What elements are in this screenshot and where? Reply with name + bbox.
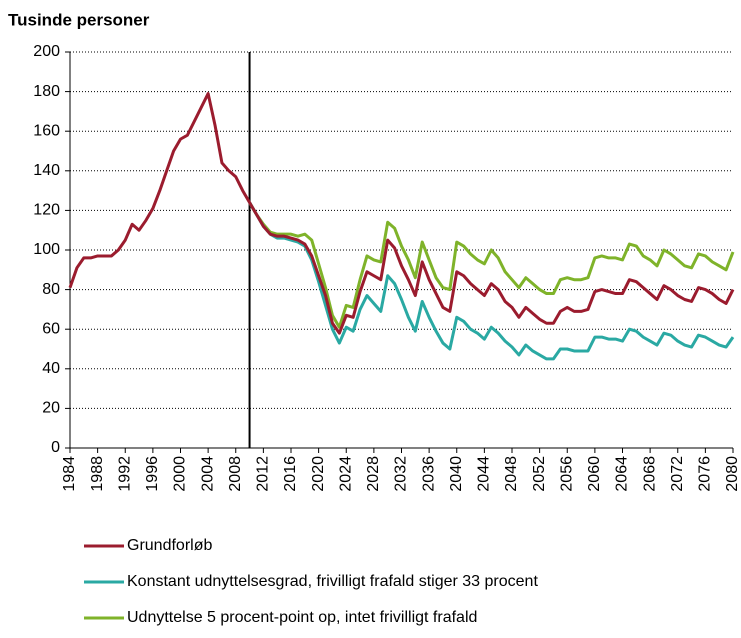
y-tick-label: 100 — [33, 241, 60, 258]
x-tick-label: 2044 — [476, 456, 493, 492]
x-tick-label: 2056 — [558, 456, 575, 492]
y-tick-label: 0 — [51, 439, 60, 456]
y-tick-label: 160 — [33, 122, 60, 139]
legend-label: Grundforløb — [127, 537, 212, 554]
x-tick-label: 2072 — [669, 456, 686, 492]
series-line — [248, 201, 735, 361]
x-tick-label: 2028 — [365, 456, 382, 492]
x-tick-label: 2020 — [310, 456, 327, 492]
y-tick-label: 40 — [42, 360, 60, 377]
x-tick-label: 2068 — [641, 456, 658, 492]
x-tick-label: 2076 — [697, 456, 714, 492]
x-tick-label: 2064 — [614, 456, 631, 492]
y-tick-label: 120 — [33, 202, 60, 219]
series-line — [248, 201, 735, 329]
y-tick-label: 20 — [42, 400, 60, 417]
x-tick-label: 2036 — [420, 456, 437, 492]
x-tick-label: 1984 — [61, 456, 78, 492]
x-tick-label: 2052 — [531, 456, 548, 492]
legend-label: Konstant udnyttelsesgrad, frivilligt fra… — [127, 573, 538, 590]
y-tick-label: 60 — [42, 320, 60, 337]
y-tick-label: 200 — [33, 43, 60, 60]
y-tick-label: 180 — [33, 83, 60, 100]
x-tick-label: 2012 — [255, 456, 272, 492]
legend-label: Udnyttelse 5 procent-point op, intet fri… — [127, 609, 477, 626]
y-tick-label: 140 — [33, 162, 60, 179]
x-tick-label: 2016 — [282, 456, 299, 492]
chart-title: Tusinde personer — [8, 10, 150, 29]
x-tick-label: 2060 — [586, 456, 603, 492]
x-tick-label: 2032 — [393, 456, 410, 492]
x-tick-label: 2024 — [337, 456, 354, 492]
x-tick-label: 2000 — [172, 456, 189, 492]
x-tick-label: 1992 — [116, 456, 133, 492]
y-tick-label: 80 — [42, 281, 60, 298]
x-tick-label: 2048 — [503, 456, 520, 492]
x-tick-label: 1996 — [144, 456, 161, 492]
x-tick-label: 2080 — [724, 456, 741, 492]
x-tick-label: 2004 — [199, 456, 216, 492]
series-line — [68, 92, 735, 335]
x-tick-label: 2008 — [227, 456, 244, 492]
x-tick-label: 2040 — [448, 456, 465, 492]
x-tick-label: 1988 — [89, 456, 106, 492]
